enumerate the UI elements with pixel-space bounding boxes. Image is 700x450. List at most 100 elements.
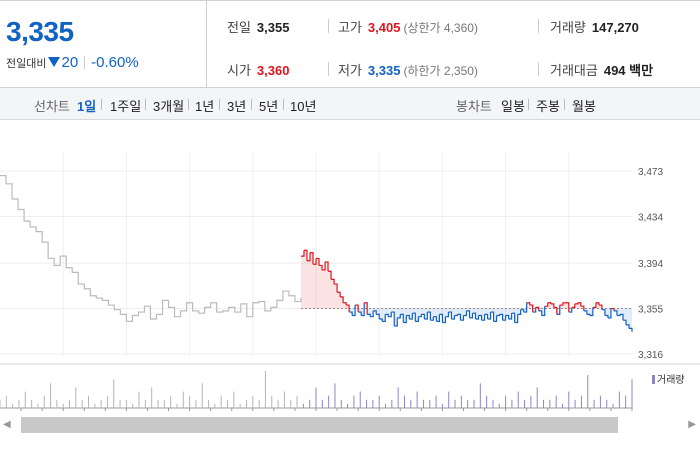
today-series-segment [520,309,525,313]
today-series-segment [322,261,326,271]
area-fill [484,308,488,315]
area-fill [322,270,326,309]
tab-5year[interactable]: 5년 [259,99,279,114]
today-series-segment [376,313,380,320]
today-series-segment [508,313,513,320]
today-series-segment [415,316,419,322]
divider [328,19,329,33]
area-fill [514,308,518,323]
today-series-segment [619,313,624,321]
area-fill [541,308,545,316]
upper-limit: (상한가 4,360) [403,21,478,35]
area-fill [466,308,470,311]
area-fill [580,306,584,309]
area-fill [550,303,554,309]
today-series-segment [457,313,462,321]
area-fill [412,308,416,314]
area-fill [589,308,593,316]
today-series-segment [358,311,362,316]
area-fill [436,308,440,322]
area-fill [427,308,431,313]
tab-3month[interactable]: 3개월 [153,99,185,114]
today-series-segment [577,302,582,307]
area-fill [499,308,503,315]
today-series-segment [340,296,344,303]
area-fill [604,308,608,316]
area-fill [445,308,449,317]
divider [101,99,102,110]
today-series-segment [442,316,447,324]
area-fill [340,296,344,309]
scroll-thumb[interactable] [21,417,618,433]
area-fill [595,302,599,309]
stat-amount: 거래대금 494 백만 [550,60,653,79]
area-fill [454,308,458,316]
area-fill [382,308,386,322]
today-series-segment [514,314,519,324]
area-fill [538,308,542,311]
area-fill [325,261,329,309]
area-fill [430,308,434,321]
stat-label: 거래대금 [550,63,598,78]
scroll-left-arrow-icon[interactable]: ◀ [3,419,11,430]
today-series-segment [493,315,498,322]
today-series-segment [589,307,594,317]
stat-prev-close: 전일 3,355 [227,17,289,36]
legend-swatch [652,375,655,384]
down-triangle-icon [48,57,61,67]
today-series-segment [385,313,389,317]
area-fill [598,305,602,309]
today-series-segment [487,312,492,320]
area-fill [400,308,404,315]
chart-tabs: 선차트 1일 1주일 3개월 1년 3년 5년 10년 봉차트 일봉 주봉 월봉 [0,88,700,120]
price-summary: 3,335 전일대비 20 -0.60% 전일 3,355 고가 3,405 (상한가 4… [0,0,700,88]
today-series-segment [303,249,308,261]
today-series-segment [511,312,516,323]
today-series-segment [526,302,531,306]
today-series-segment [312,258,317,265]
divider [538,19,539,33]
area-fill [481,308,485,321]
area-fill [343,302,347,309]
area-fill [490,308,494,313]
area-fill [397,308,401,318]
divider [528,99,529,110]
y-tick-label: 3,355 [638,305,663,316]
today-series-segment [475,315,480,320]
tab-1day[interactable]: 1일 [77,99,97,114]
area-fill [406,308,410,316]
tab-1week[interactable]: 1주일 [110,99,142,114]
today-series-segment [592,302,597,308]
change-label: 전일대비 [6,58,47,70]
tab-10year[interactable]: 10년 [290,99,317,114]
area-fill [424,308,428,320]
area-fill [457,308,461,315]
today-series-segment [382,314,386,322]
area-fill [370,308,374,317]
stat-value: 3,335 [367,63,401,78]
area-fill [517,308,521,315]
today-series-segment [451,315,456,320]
today-series-segment [406,314,410,320]
today-series-segment [601,309,606,316]
today-series-segment [391,311,395,327]
scroll-right-arrow-icon[interactable]: ▶ [688,419,696,430]
today-series-segment [535,306,540,311]
area-fill [379,308,383,320]
area-fill [355,305,359,309]
today-series-segment [502,315,507,321]
tab-daily[interactable]: 일봉 [501,99,525,114]
tab-monthly[interactable]: 월봉 [572,99,596,114]
stat-value: 494 백만 [603,63,654,78]
chart-scrollbar[interactable]: ◀ ▶ [0,416,700,435]
tab-3year[interactable]: 3년 [227,99,247,114]
tab-1year[interactable]: 1년 [195,99,215,114]
divider [145,99,146,110]
tab-weekly[interactable]: 주봉 [536,99,560,114]
today-series-segment [571,303,576,308]
y-tick-label: 3,473 [638,167,663,178]
area-fill [346,305,350,309]
area-fill [496,308,500,316]
area-fill [526,302,530,309]
area-fill [622,308,626,321]
